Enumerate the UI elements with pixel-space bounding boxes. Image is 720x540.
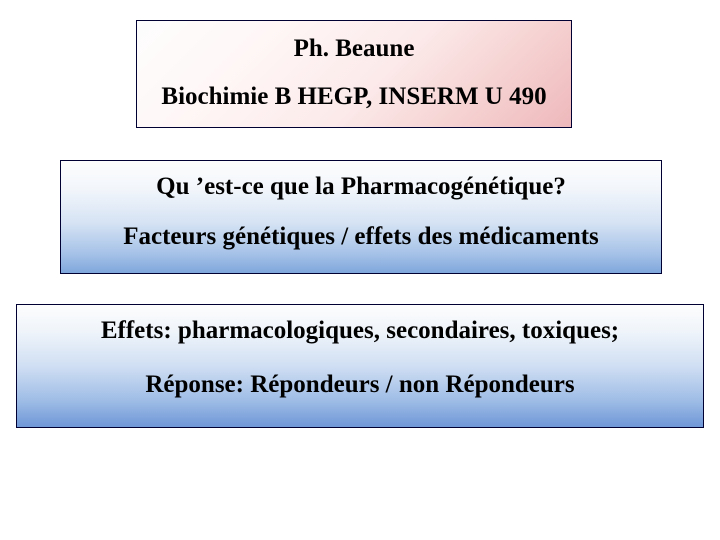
question-box: Qu ’est-ce que la Pharmacogénétique? Fac… xyxy=(60,160,662,274)
header-box: Ph. Beaune Biochimie B HEGP, INSERM U 49… xyxy=(136,20,572,128)
author-name: Ph. Beaune xyxy=(294,35,415,63)
effects-box: Effets: pharmacologiques, secondaires, t… xyxy=(16,304,704,428)
question-line: Qu ’est-ce que la Pharmacogénétique? xyxy=(156,173,566,201)
response-line: Réponse: Répondeurs / non Répondeurs xyxy=(145,371,574,399)
subtitle-line: Facteurs génétiques / effets des médicam… xyxy=(123,223,599,251)
affiliation: Biochimie B HEGP, INSERM U 490 xyxy=(161,83,546,111)
effects-line: Effets: pharmacologiques, secondaires, t… xyxy=(101,317,619,345)
